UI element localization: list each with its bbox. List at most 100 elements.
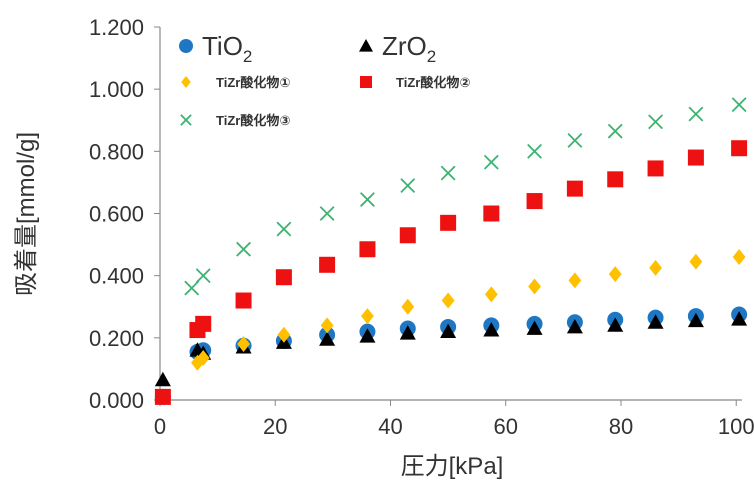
data-point — [731, 311, 748, 326]
data-point — [154, 371, 171, 387]
series-3 — [156, 249, 746, 405]
x-marker-stroke — [276, 221, 292, 237]
x-marker-stroke — [483, 154, 499, 170]
data-point — [196, 350, 210, 367]
data-point — [607, 171, 624, 188]
data-point — [649, 259, 662, 276]
data-point — [483, 154, 499, 170]
x-marker-stroke — [400, 178, 416, 193]
y-tick-label: 0.000 — [89, 388, 144, 413]
legend-item-1: TiO2 — [179, 31, 252, 66]
data-point — [401, 298, 415, 315]
data-point — [731, 97, 747, 113]
x-marker-stroke — [195, 268, 211, 284]
y-tick-label: 1.200 — [89, 15, 144, 40]
y-tick-label: 1.000 — [89, 77, 144, 102]
data-point — [566, 318, 583, 334]
data-point — [526, 193, 543, 210]
data-point — [528, 278, 541, 295]
data-point — [566, 180, 583, 197]
legend-label: TiZr酸化物③ — [216, 113, 290, 128]
legend-item-2: ZrO2 — [359, 31, 436, 66]
data-point — [399, 227, 416, 244]
data-point — [687, 312, 704, 328]
data-point — [237, 336, 250, 353]
data-point — [359, 328, 376, 343]
x-marker-stroke — [607, 123, 623, 139]
x-marker-stroke — [319, 206, 335, 221]
legend-marker — [359, 39, 373, 52]
data-point — [361, 308, 374, 325]
data-points — [154, 97, 748, 405]
x-marker-stroke — [180, 114, 192, 126]
legend-label: ZrO2 — [382, 31, 436, 66]
legend: TiO2 ZrO2 TiZr酸化物① TiZr酸化物② TiZr酸化物③ — [179, 31, 470, 128]
x-axis-label: 圧力[kPa] — [401, 453, 504, 480]
x-tick-label: 20 — [263, 414, 287, 439]
x-marker-stroke — [567, 133, 583, 148]
data-point — [607, 317, 624, 332]
x-tick-label: 60 — [494, 414, 518, 439]
data-point — [399, 325, 416, 340]
axes — [154, 26, 742, 406]
data-point — [567, 133, 583, 148]
data-point — [440, 214, 457, 231]
legend-marker — [181, 76, 191, 88]
data-point — [319, 256, 336, 273]
x-tick-label: 80 — [609, 414, 633, 439]
data-point — [731, 140, 748, 157]
x-marker-stroke — [688, 106, 704, 122]
data-point — [648, 114, 664, 130]
data-point — [688, 106, 704, 122]
legend-marker — [180, 114, 192, 126]
x-marker-stroke — [236, 241, 251, 257]
data-point — [320, 317, 334, 334]
x-tick-label: 0 — [154, 414, 166, 439]
data-point — [235, 292, 252, 309]
x-tick-label: 100 — [718, 414, 754, 439]
data-point — [647, 314, 664, 329]
data-point — [687, 149, 704, 166]
legend-item-4: TiZr酸化物② — [360, 75, 470, 90]
x-marker-stroke — [527, 143, 542, 159]
data-point — [647, 160, 664, 177]
tick-labels: 0 20 40 60 80 100 0.000 0.200 0.400 0.600 0.800 1.0… — [89, 15, 754, 439]
y-tick-label: 0.800 — [89, 139, 144, 164]
x-marker-stroke — [184, 280, 200, 296]
data-point — [483, 205, 500, 222]
legend-label: TiO2 — [202, 31, 252, 66]
data-point — [526, 320, 543, 335]
legend-item-5: TiZr酸化物③ — [180, 113, 290, 128]
series-5 — [184, 97, 747, 296]
data-point — [400, 178, 416, 193]
data-point — [319, 206, 335, 221]
data-point — [607, 123, 623, 139]
x-tick-label: 40 — [378, 414, 402, 439]
data-point — [275, 269, 292, 286]
data-point — [483, 322, 500, 337]
data-point — [608, 266, 622, 283]
data-point — [732, 249, 746, 266]
data-point — [195, 315, 212, 332]
legend-marker — [179, 39, 193, 53]
data-point — [689, 253, 703, 270]
data-point — [484, 286, 498, 303]
data-point — [319, 331, 336, 346]
data-point — [236, 241, 251, 257]
data-point — [276, 221, 292, 237]
data-point — [360, 192, 375, 207]
y-tick-label: 0.400 — [89, 264, 144, 289]
x-marker-stroke — [440, 165, 456, 181]
y-tick-label: 0.200 — [89, 326, 144, 351]
data-point — [195, 268, 211, 284]
data-point — [154, 388, 171, 405]
y-axis-label: 吸着量[mmol/g] — [13, 132, 40, 296]
data-point — [184, 280, 200, 296]
series-4 — [154, 140, 748, 405]
legend-item-3: TiZr酸化物① — [181, 75, 290, 90]
data-point — [527, 143, 542, 159]
data-point — [441, 292, 455, 309]
x-marker-stroke — [731, 97, 747, 113]
legend-label: TiZr酸化物① — [216, 75, 290, 90]
